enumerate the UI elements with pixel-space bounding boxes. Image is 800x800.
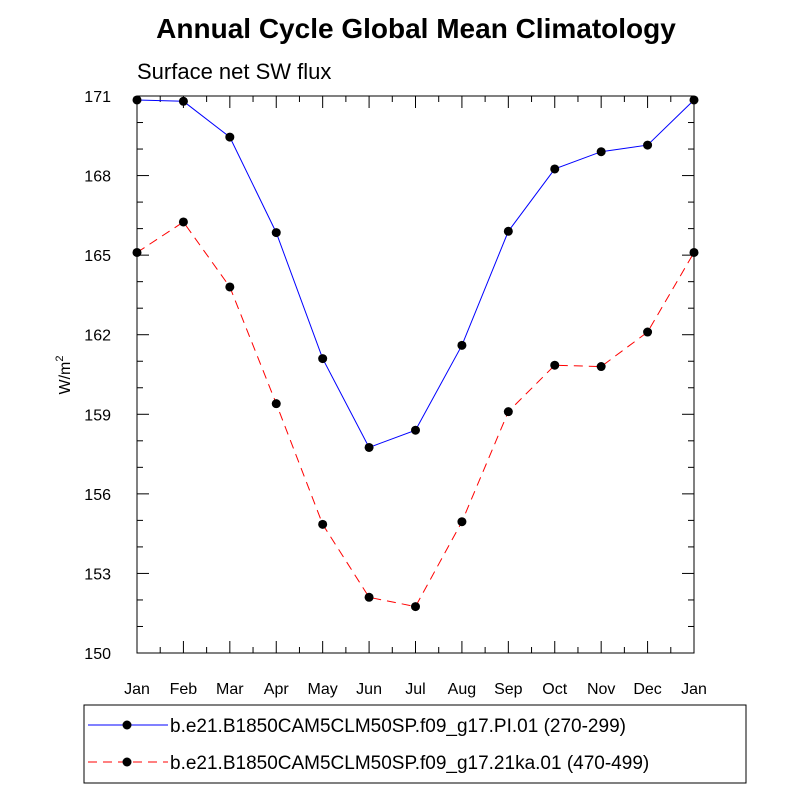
y-tick-label: 165: [84, 248, 111, 265]
series-1-point: [132, 95, 142, 105]
x-tick-label: Jun: [356, 681, 382, 698]
plot-area-border: [136, 95, 695, 654]
y-axis-label-superscript: 2: [54, 356, 66, 362]
x-axis-ticks: [136, 96, 695, 653]
x-tick-label: Nov: [587, 681, 615, 698]
series-2-point: [178, 217, 188, 227]
series-1-point: [689, 95, 699, 105]
x-axis-tick-labels: Jan Feb Mar Apr May Jun Jul Aug Sep Oct Nov Dec Jan: [124, 681, 707, 698]
series-1-point: [178, 96, 188, 106]
series-2-point: [411, 602, 420, 612]
series-2-point: [271, 399, 281, 409]
series-1-point: [550, 164, 560, 174]
legend-marker-1: [122, 720, 132, 730]
x-tick-label: May: [308, 681, 338, 698]
y-axis-ticks: [137, 95, 694, 654]
y-axis-label: W/m2: [54, 356, 74, 395]
y-tick-label: 171: [84, 89, 111, 106]
x-tick-label: Jan: [681, 681, 707, 698]
x-tick-label: Feb: [170, 681, 198, 698]
series-2-point: [225, 282, 235, 292]
series-1-point: [271, 228, 281, 238]
x-tick-label: Apr: [264, 681, 290, 698]
x-tick-label: Jul: [405, 681, 425, 698]
series-1-point: [643, 140, 653, 150]
series-2-point: [318, 519, 328, 529]
series-2-point: [364, 592, 374, 602]
series-2-point: [503, 407, 513, 417]
x-tick-label: Dec: [633, 681, 661, 698]
y-tick-label: 150: [84, 646, 111, 663]
legend: b.e21.B1850CAM5CLM50SP.f09_g17.PI.01 (27…: [88, 716, 649, 774]
series-line-1: [136, 99, 695, 449]
series-2-point: [689, 247, 699, 257]
series-2-point: [457, 517, 467, 527]
y-axis-label-base: W/m: [57, 362, 74, 395]
series-1-point: [457, 340, 467, 350]
series-line-2: [136, 221, 695, 608]
series-2-point: [643, 327, 653, 337]
series-1-point: [411, 425, 420, 435]
x-tick-label: Jan: [124, 681, 150, 698]
series-1-point: [364, 442, 374, 452]
legend-label-2: b.e21.B1850CAM5CLM50SP.f09_g17.21ka.01 (…: [170, 753, 649, 774]
y-tick-label: 162: [84, 328, 111, 345]
chart-title: Annual Cycle Global Mean Climatology: [156, 13, 676, 44]
y-tick-label: 159: [84, 407, 111, 424]
series-2-point: [596, 362, 606, 372]
y-tick-label: 168: [84, 169, 111, 186]
x-tick-label: Oct: [542, 681, 567, 698]
series-2-point: [550, 360, 560, 370]
legend-box: [83, 704, 747, 784]
series-1-point: [503, 226, 513, 236]
series-1-point: [225, 132, 235, 142]
x-tick-label: Sep: [494, 681, 523, 698]
y-tick-label: 156: [84, 487, 111, 504]
y-axis-tick-labels: 150 153 156 159 162 165 168 171: [84, 89, 111, 663]
x-tick-label: Aug: [448, 681, 476, 698]
series-layer: [132, 95, 699, 612]
series-1-point: [596, 147, 606, 157]
legend-marker-2: [122, 757, 132, 767]
series-2-point: [132, 247, 142, 257]
x-tick-label: Mar: [216, 681, 244, 698]
legend-label-1: b.e21.B1850CAM5CLM50SP.f09_g17.PI.01 (27…: [170, 716, 626, 737]
chart-subtitle: Surface net SW flux: [137, 59, 331, 84]
y-tick-label: 153: [84, 566, 111, 583]
series-1-point: [318, 354, 328, 364]
